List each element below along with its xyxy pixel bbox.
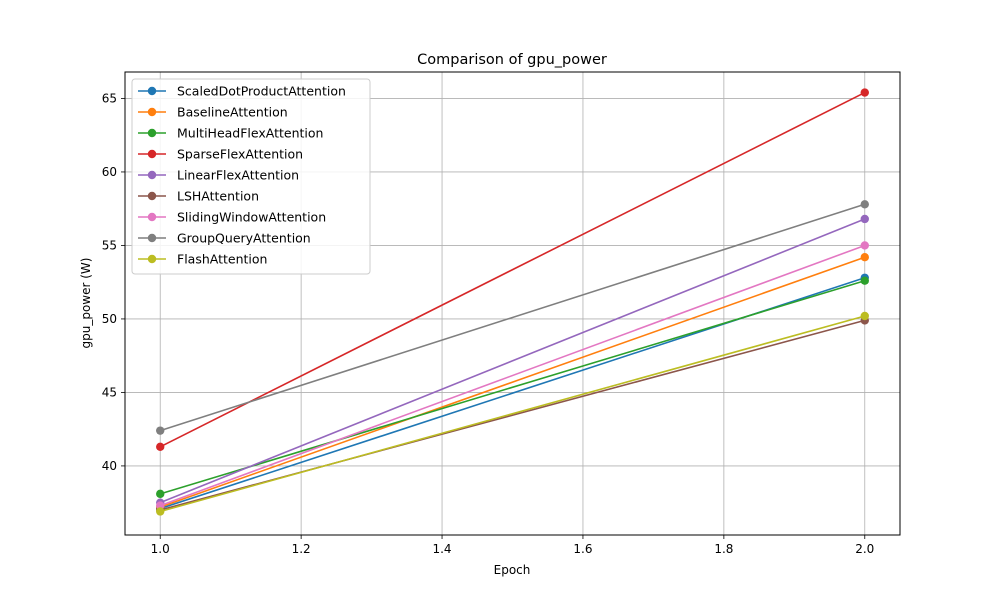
legend-marker: [147, 233, 157, 243]
x-tick-label: 1.4: [432, 542, 451, 556]
legend-label: SlidingWindowAttention: [177, 210, 326, 225]
legend-label: SparseFlexAttention: [177, 147, 303, 162]
x-tick-label: 2.0: [855, 542, 874, 556]
legend: ScaledDotProductAttention BaselineAttenti…: [131, 78, 371, 275]
y-tick-label: 65: [102, 91, 117, 105]
data-point: [860, 88, 869, 97]
series-8: [156, 311, 869, 516]
legend-entry: ScaledDotProductAttention: [138, 84, 346, 99]
legend-label: GroupQueryAttention: [177, 231, 311, 246]
y-axis-label: gpu_power (W): [79, 258, 93, 349]
data-point: [860, 311, 869, 321]
legend-entry: SparseFlexAttention: [138, 147, 303, 162]
legend-label: FlashAttention: [177, 252, 267, 267]
legend-box: [131, 78, 371, 275]
data-point: [156, 507, 165, 516]
y-tick-label: 45: [102, 385, 117, 399]
legend-entry: LinearFlexAttention: [138, 168, 299, 183]
grid: [125, 72, 900, 535]
legend-entry: SlidingWindowAttention: [138, 210, 326, 225]
y-tick-label: 55: [102, 238, 117, 252]
data-point: [156, 489, 165, 499]
legend-label: LinearFlexAttention: [177, 168, 299, 183]
legend-entry: LSHAttention: [138, 189, 259, 204]
legend-marker: [147, 149, 157, 159]
series-line: [159, 279, 866, 495]
legend-label: BaselineAttention: [177, 105, 288, 120]
series-line: [159, 203, 866, 432]
plot-area-frame: [124, 71, 901, 536]
data-point: [156, 501, 165, 510]
legend-marker: [147, 212, 157, 222]
legend-marker: [147, 170, 157, 180]
axis-ticks: 1.0 1.2 1.4 1.6 1.8 2.0 40 45 50 55 60 65: [102, 91, 875, 556]
data-point: [156, 426, 165, 435]
legend-marker: [147, 86, 157, 96]
legend-entry: FlashAttention: [138, 252, 267, 267]
series-7: [156, 200, 869, 435]
data-point: [860, 200, 869, 209]
series-2: [156, 276, 869, 499]
y-tick-label: 50: [102, 312, 117, 326]
x-axis-label: Epoch: [494, 563, 531, 577]
data-point: [860, 253, 869, 262]
series-line: [160, 315, 865, 513]
series-line: [159, 244, 866, 507]
x-tick-label: 1.2: [292, 542, 311, 556]
series-line: [159, 218, 866, 504]
series-6: [156, 241, 869, 510]
y-tick-label: 60: [102, 165, 117, 179]
x-tick-label: 1.6: [573, 542, 592, 556]
series-line: [159, 256, 866, 508]
legend-label: LSHAttention: [177, 189, 259, 204]
x-tick-label: 1.8: [714, 542, 733, 556]
y-tick-label: 40: [102, 459, 117, 473]
legend-entry: BaselineAttention: [138, 105, 288, 120]
series-line: [159, 91, 866, 448]
legend-marker: [147, 191, 157, 201]
legend-label: ScaledDotProductAttention: [177, 84, 346, 99]
x-tick-label: 1.0: [151, 542, 170, 556]
legend-marker: [147, 254, 157, 264]
series-3: [156, 88, 869, 452]
legend-marker: [147, 107, 157, 117]
legend-entry: GroupQueryAttention: [138, 231, 311, 246]
data-point: [860, 214, 869, 224]
chart-title: Comparison of gpu_power: [417, 52, 607, 68]
legend-entry: MultiHeadFlexAttention: [138, 126, 323, 141]
series-layer: [156, 88, 869, 516]
data-point: [860, 276, 869, 285]
legend-marker: [147, 128, 157, 138]
data-point: [156, 442, 165, 452]
legend-label: MultiHeadFlexAttention: [177, 126, 323, 141]
data-point: [860, 241, 869, 250]
